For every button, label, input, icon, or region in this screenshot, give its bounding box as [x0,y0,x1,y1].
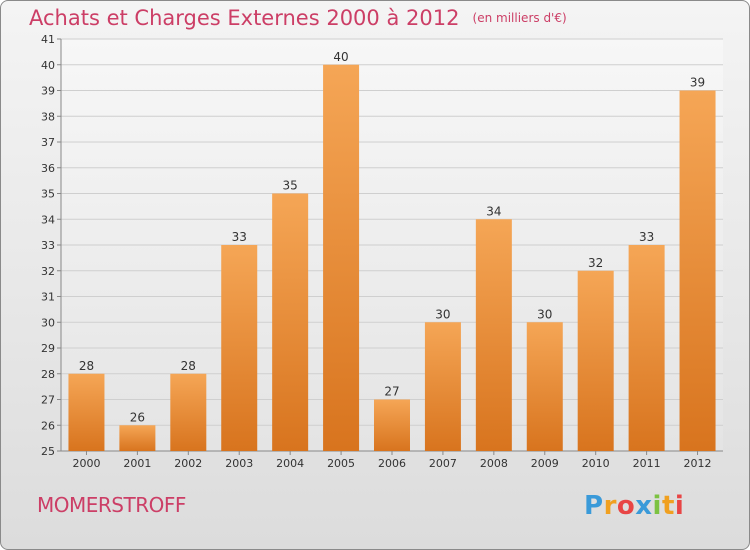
logo-letter: r [603,491,617,521]
bar [526,322,563,451]
x-tick-label: 2010 [582,457,610,470]
x-tick-label: 2008 [480,457,508,470]
proxiti-logo: Proxiti [584,491,684,521]
bar-value-label: 34 [486,204,501,218]
y-tick-label: 38 [41,110,55,123]
bar-value-label: 26 [130,410,145,424]
commune-name: MOMERSTROFF [37,493,186,517]
bar [577,270,614,451]
x-tick-label: 2012 [684,457,712,470]
bar-value-label: 33 [232,230,247,244]
y-tick-label: 39 [41,85,55,98]
bar-value-label: 33 [639,230,654,244]
bar [374,399,410,451]
bar [68,373,105,451]
chart-title: Achats et Charges Externes 2000 à 2012 (… [29,6,567,30]
x-tick-label: 2005 [327,457,355,470]
x-tick-label: 2003 [225,457,253,470]
bar [119,425,156,451]
logo-letter: i [652,491,662,521]
chart-unit: (en milliers d'€) [472,11,567,25]
x-tick-label: 2001 [123,457,151,470]
bar-value-label: 35 [283,179,298,193]
y-tick-label: 40 [41,59,55,72]
y-tick-label: 33 [41,239,55,252]
chart-title-main: Achats et Charges Externes 2000 à 2012 [29,6,460,30]
y-tick-label: 26 [41,419,55,432]
y-tick-label: 37 [41,136,55,149]
y-tick-label: 32 [41,265,55,278]
x-tick-label: 2009 [531,457,559,470]
x-tick-label: 2011 [633,457,661,470]
bar [424,322,461,451]
bar-value-label: 39 [690,76,705,90]
y-tick-label: 25 [41,445,55,458]
logo-letter: P [584,491,604,521]
x-tick-label: 2002 [174,457,202,470]
bar [221,245,258,451]
bar-value-label: 30 [537,307,552,321]
bar-value-label: 28 [181,359,196,373]
logo-letter: i [674,491,685,521]
bar-value-label: 27 [384,385,399,399]
y-tick-label: 35 [41,188,55,201]
y-tick-label: 34 [41,213,55,226]
bar [170,373,207,451]
x-tick-label: 2007 [429,457,457,470]
bar [272,193,309,451]
y-tick-label: 29 [41,342,55,355]
bar-value-label: 32 [588,256,603,270]
logo-letter: t [661,491,675,521]
bar [628,245,665,451]
y-tick-label: 41 [41,33,55,46]
y-tick-label: 28 [41,368,55,381]
bar-value-label: 30 [435,307,450,321]
bar-value-label: 40 [333,50,348,64]
bar-value-label: 28 [79,359,94,373]
logo-letter: o [616,491,636,521]
y-tick-label: 31 [41,291,55,304]
bar [323,64,360,451]
x-tick-label: 2000 [72,457,100,470]
logo-letter: x [635,491,653,521]
x-tick-label: 2004 [276,457,304,470]
x-tick-label: 2006 [378,457,406,470]
y-tick-label: 30 [41,316,55,329]
bar [475,219,512,451]
y-tick-label: 36 [41,162,55,175]
bar [679,90,716,451]
y-tick-label: 27 [41,394,55,407]
